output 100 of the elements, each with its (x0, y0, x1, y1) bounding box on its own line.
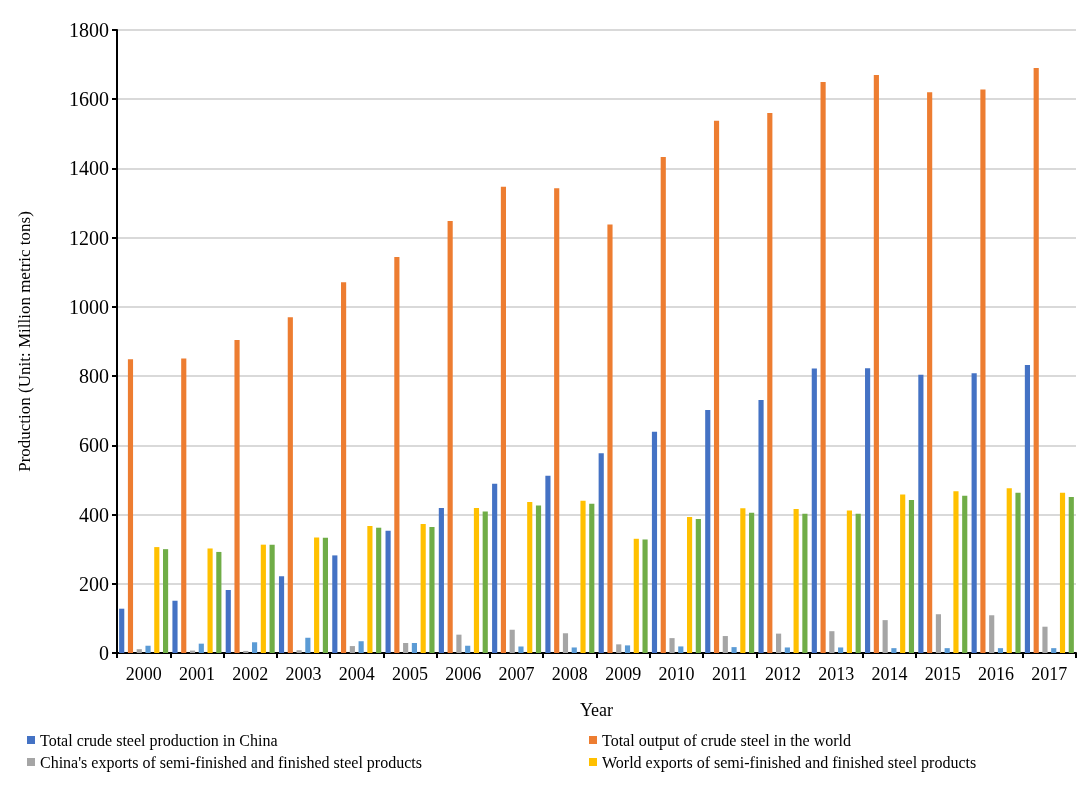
x-tick-label: 2016 (978, 664, 1015, 684)
bar (154, 547, 160, 653)
bar (900, 494, 906, 653)
bar (669, 638, 675, 653)
bar (571, 647, 577, 653)
x-tick-label: 2001 (178, 664, 215, 684)
bar (287, 317, 293, 653)
bar (314, 537, 320, 653)
bar (722, 636, 728, 653)
bar (865, 368, 871, 653)
bar (1051, 648, 1057, 653)
legend-label: Total crude steel production in China (40, 731, 278, 750)
y-tick-label: 400 (79, 503, 109, 526)
bar (660, 157, 666, 653)
bar (349, 646, 355, 653)
x-tick-label: 2014 (871, 664, 908, 684)
bar (580, 500, 586, 653)
bar (172, 600, 178, 653)
bar (527, 502, 533, 653)
bar (891, 648, 897, 653)
x-tick-label: 2005 (392, 664, 429, 684)
bar (971, 373, 977, 653)
bar (243, 650, 249, 653)
bar (873, 74, 879, 653)
bar (811, 368, 817, 653)
bar (341, 282, 347, 653)
bar (944, 648, 950, 653)
bar (758, 399, 764, 653)
bar (962, 495, 968, 653)
bar (145, 645, 151, 653)
bar (429, 527, 435, 653)
x-tick-label: 2004 (338, 664, 375, 684)
bar (749, 512, 755, 653)
bar (545, 475, 551, 653)
bar (492, 483, 498, 653)
bar (793, 509, 799, 653)
bar (438, 507, 444, 653)
y-tick-label: 1800 (69, 19, 109, 41)
bar (332, 555, 338, 653)
bar (518, 646, 524, 653)
bar (456, 634, 462, 653)
legend-label: World exports of semi-finished and finished steel products (602, 753, 977, 772)
bar (252, 642, 258, 653)
y-tick-label: 1600 (69, 88, 109, 111)
bar (989, 615, 995, 653)
bar (234, 340, 240, 653)
x-tick-label: 2002 (232, 664, 269, 684)
x-tick-label: 2015 (924, 664, 961, 684)
bar (740, 508, 746, 653)
bar (225, 590, 231, 653)
bar (207, 548, 213, 653)
bar (119, 608, 125, 653)
bar (1042, 626, 1048, 653)
bar (554, 188, 560, 653)
y-tick-label: 0 (99, 642, 109, 664)
bar (162, 549, 169, 653)
bar (269, 544, 275, 653)
bar (367, 525, 373, 653)
bar (980, 89, 986, 653)
bar (767, 113, 773, 653)
bar (181, 358, 187, 653)
bar (1015, 492, 1021, 653)
bar (624, 645, 631, 653)
x-tick-label: 2012 (764, 664, 801, 684)
bar (838, 647, 844, 653)
x-tick-label: 2008 (551, 664, 588, 684)
bar (731, 647, 737, 653)
bar (695, 519, 701, 653)
x-tick-label: 2011 (712, 664, 748, 684)
bar (829, 631, 835, 653)
legend-label: China's exports of semi-finished and finished steel products (40, 753, 422, 772)
bar (1024, 365, 1031, 653)
bar (482, 511, 488, 653)
bar (935, 614, 941, 653)
y-tick-label: 1200 (69, 226, 109, 249)
bar (278, 576, 285, 653)
bar (216, 551, 222, 653)
x-tick-label: 2006 (445, 664, 482, 684)
bar (997, 648, 1004, 653)
bar (678, 646, 684, 653)
bar (927, 92, 933, 653)
bar (509, 629, 515, 653)
y-axis-title: Production (Unit: Million metric tons) (15, 211, 34, 472)
bar (411, 642, 417, 653)
bar (918, 374, 924, 653)
bar (305, 637, 311, 653)
bar (1068, 496, 1074, 653)
bar (589, 503, 595, 653)
bar (260, 544, 266, 653)
x-tick-label: 2007 (498, 664, 535, 684)
bar (908, 500, 915, 653)
bar (420, 523, 426, 653)
x-tick-label: 2000 (125, 664, 162, 684)
bar (651, 431, 658, 653)
bar (953, 491, 959, 653)
bar (465, 645, 471, 653)
bar (358, 641, 364, 653)
bar (385, 530, 391, 653)
bar (776, 633, 782, 653)
bar (642, 539, 648, 653)
